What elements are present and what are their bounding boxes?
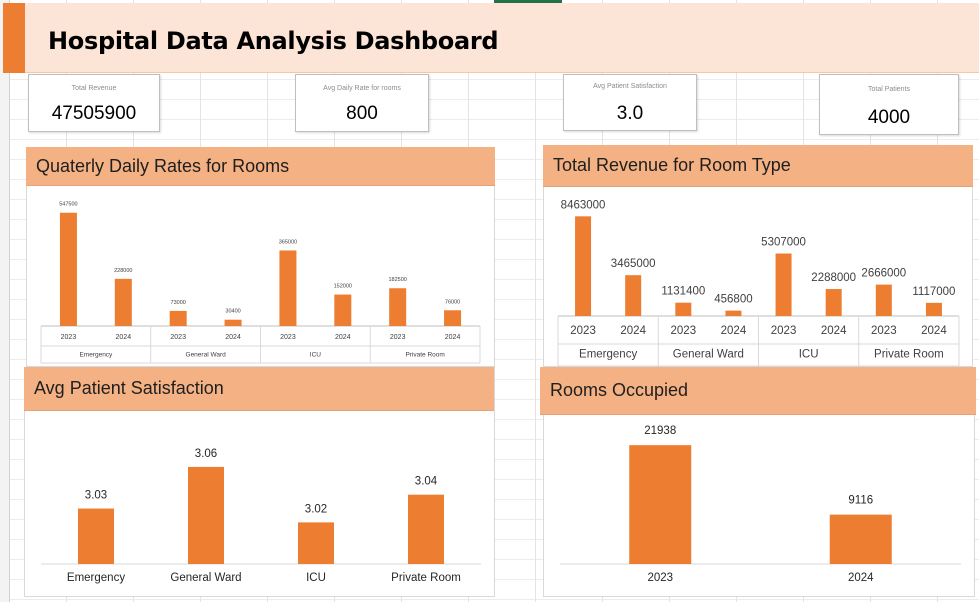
kpi-total-revenue: Total Revenue 47505900	[28, 74, 160, 132]
bar	[444, 310, 462, 326]
data-label: 3465000	[611, 258, 656, 270]
category-label: General Ward	[170, 572, 241, 584]
revenue-chart: Emergency 8463000 2023 3465000 2024 General W…	[557, 199, 960, 366]
bar	[925, 302, 942, 316]
category-label: 2023	[647, 572, 673, 584]
category-label: 2024	[116, 334, 132, 341]
kpi-label: Avg Patient Satisfaction	[593, 83, 667, 90]
category-label: Emergency	[67, 572, 125, 584]
page-title: Hospital Data Analysis Dashboard	[48, 27, 499, 55]
data-label: 9116	[848, 495, 873, 507]
data-label: 8463000	[561, 199, 606, 211]
group-label: Private Room	[874, 349, 944, 361]
category-label: 2024	[335, 334, 351, 341]
bar	[408, 494, 444, 564]
group-label: General Ward	[186, 352, 227, 359]
data-label: 3.04	[415, 476, 438, 488]
bar	[825, 289, 842, 316]
kpi-value: 4000	[867, 107, 911, 128]
kpi-value: 47505900	[51, 103, 137, 124]
active-column-indicator	[494, 0, 562, 3]
bar	[625, 275, 642, 316]
category-label: 2023	[170, 334, 186, 341]
bar	[389, 288, 407, 326]
bar	[78, 508, 114, 564]
kpi-value: 800	[346, 103, 378, 124]
data-label: 2666000	[861, 268, 906, 280]
data-label: 152000	[334, 284, 352, 290]
data-label: 182500	[389, 277, 407, 283]
data-label: 76000	[445, 299, 460, 305]
category-label: 2023	[280, 334, 296, 341]
data-label: 3.06	[195, 448, 217, 460]
kpi-total-patients: Total Patients 4000	[819, 74, 959, 135]
kpi-label: Total Revenue	[71, 85, 117, 92]
category-label: 2024	[721, 325, 747, 337]
bar	[629, 445, 692, 564]
category-label: 2023	[570, 325, 596, 337]
bar	[575, 216, 592, 316]
group-label: Emergency	[79, 352, 113, 359]
quarterly-rates-chart: Emergency 547500 2023 228000 2024 General War…	[40, 202, 481, 364]
data-label: 1131400	[661, 286, 705, 298]
dashboard-header: Hospital Data Analysis Dashboard	[3, 3, 979, 73]
data-label: 5307000	[761, 236, 806, 248]
bar	[59, 212, 77, 326]
category-label: 2023	[771, 325, 797, 337]
data-label: 1117000	[912, 286, 955, 298]
bar	[334, 294, 352, 326]
bar	[114, 278, 132, 326]
kpi-avg-daily-rate: Avg Daily Rate for rooms 800	[295, 74, 429, 132]
category-label: Private Room	[391, 572, 461, 584]
category-label: 2024	[225, 334, 241, 341]
bar	[279, 250, 297, 326]
bar	[224, 319, 242, 326]
bar	[298, 522, 334, 564]
bar	[875, 284, 892, 316]
data-label: 3.03	[85, 490, 107, 502]
group-label: Emergency	[579, 349, 637, 361]
row-header-strip	[0, 0, 10, 602]
data-label: 365000	[279, 239, 297, 245]
group-label: ICU	[799, 349, 819, 361]
category-label: 2023	[671, 325, 697, 337]
group-label: ICU	[310, 352, 322, 359]
kpi-label: Total Patients	[867, 86, 911, 93]
rooms-occupied-chart: 21938 2023 9116 2024	[560, 425, 961, 584]
category-label: 2023	[871, 325, 897, 337]
quarterly-rates-title: Quaterly Daily Rates for Rooms	[26, 147, 495, 186]
satisfaction-title: Avg Patient Satisfaction	[24, 367, 494, 411]
bar	[675, 302, 692, 316]
data-label: 2288000	[811, 272, 856, 284]
rooms-occupied-title: Rooms Occupied	[540, 367, 976, 415]
group-label: General Ward	[673, 349, 744, 361]
kpi-avg-patient-satisfaction: Avg Patient Satisfaction 3.0	[563, 74, 697, 131]
bar	[775, 253, 792, 316]
satisfaction-chart: 3.03 Emergency 3.06 General Ward 3.02 ICU 3.04…	[41, 448, 481, 584]
category-label: 2023	[390, 334, 406, 341]
data-label: 30400	[225, 309, 240, 315]
bar	[829, 514, 892, 564]
header-accent	[3, 3, 25, 73]
category-label: 2024	[620, 325, 646, 337]
category-label: 2024	[848, 572, 874, 584]
data-label: 547500	[59, 202, 77, 208]
data-label: 228000	[114, 268, 132, 274]
data-label: 3.02	[305, 503, 327, 515]
data-label: 456800	[714, 294, 752, 306]
category-label: 2024	[821, 325, 847, 337]
kpi-label: Avg Daily Rate for rooms	[323, 85, 401, 92]
bar	[188, 466, 224, 564]
category-label: 2024	[445, 334, 461, 341]
category-label: ICU	[306, 572, 326, 584]
revenue-title: Total Revenue for Room Type	[543, 145, 973, 187]
category-label: 2024	[921, 325, 947, 337]
data-label: 73000	[171, 300, 186, 306]
category-label: 2023	[61, 334, 77, 341]
kpi-value: 3.0	[616, 103, 644, 124]
data-label: 21938	[644, 425, 676, 437]
bar	[169, 310, 187, 326]
bar	[725, 310, 742, 316]
group-label: Private Room	[405, 352, 444, 359]
